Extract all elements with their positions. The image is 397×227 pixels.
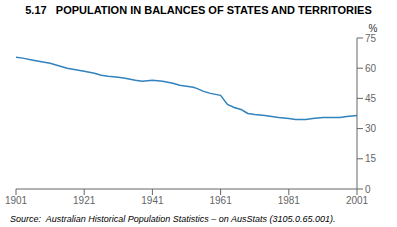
svg-text:30: 30	[365, 123, 377, 134]
svg-text:45: 45	[365, 93, 377, 104]
svg-text:2001: 2001	[346, 195, 369, 206]
svg-text:1941: 1941	[141, 195, 164, 206]
svg-text:1921: 1921	[73, 195, 96, 206]
html-text:Source: Australian Historical: Source: Australian Historical Population…	[10, 214, 336, 224]
svg-text:1961: 1961	[209, 195, 232, 206]
html-text:5.17 POPULATION IN BALANCES OF: 5.17 POPULATION IN BALANCES OF STATES AN…	[25, 4, 372, 16]
svg-text:15: 15	[365, 153, 377, 164]
svg-text:60: 60	[365, 63, 377, 74]
svg-text:75: 75	[365, 33, 377, 44]
svg-text:1901: 1901	[8, 195, 28, 206]
svg-text:1981: 1981	[278, 195, 301, 206]
svg-text:0: 0	[365, 184, 371, 195]
svg-text:%: %	[369, 23, 378, 34]
